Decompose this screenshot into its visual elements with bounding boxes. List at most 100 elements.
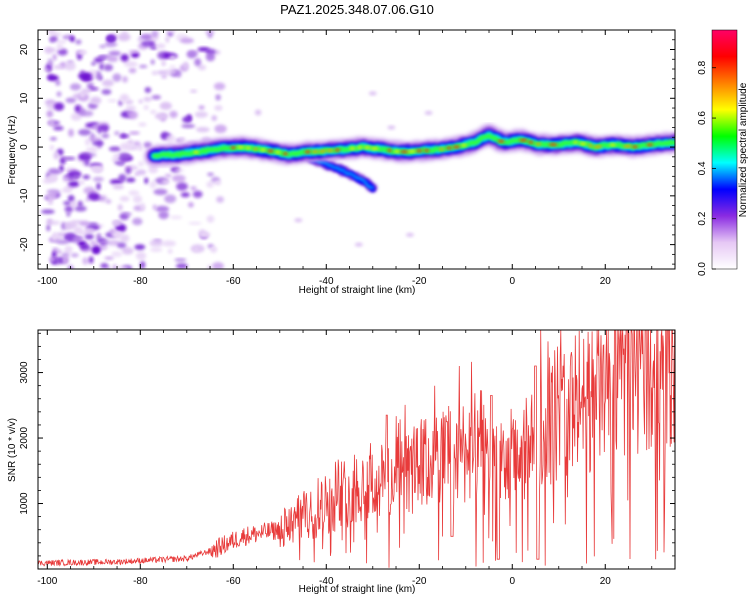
ridge-hotspot	[593, 145, 603, 149]
noise-blob	[158, 211, 169, 220]
noise-blob	[180, 37, 194, 44]
snr-frame	[37, 329, 676, 570]
noise-blob	[113, 153, 120, 158]
spectrogram-ylabel: Frequency (Hz)	[7, 116, 18, 185]
noise-blob	[115, 266, 129, 269]
noise-blob	[140, 202, 146, 211]
noise-blob	[114, 131, 120, 136]
ridge-hotspot	[424, 149, 430, 152]
noise-blob	[198, 105, 205, 110]
ridge-hotspot	[399, 150, 409, 154]
noise-blob	[171, 174, 186, 182]
noise-blob	[173, 168, 185, 173]
noise-blob	[104, 256, 114, 260]
noise-blob	[193, 247, 199, 253]
noise-blob	[112, 73, 122, 82]
colorbar-label: Normalized spectral amplitude	[738, 82, 749, 217]
noise-blob	[90, 165, 104, 173]
ridge-hotspot	[260, 148, 267, 152]
ridge-hotspot	[230, 146, 236, 149]
noise-blob	[161, 74, 167, 79]
noise-blob	[164, 194, 177, 204]
ridge-hotspot	[311, 150, 319, 153]
noise-blob	[216, 196, 225, 203]
noise-blob	[155, 205, 170, 213]
noise-blob	[92, 140, 104, 146]
noise-blob	[62, 156, 76, 161]
noise-blob	[151, 30, 159, 38]
noise-blob	[207, 172, 214, 177]
noise-blob	[91, 61, 96, 66]
snr-background	[38, 330, 675, 569]
noise-blob	[214, 105, 223, 111]
noise-blob	[48, 191, 58, 199]
x-tick-label: -20	[412, 576, 427, 587]
noise-blob	[138, 161, 144, 167]
x-tick-label: 0	[509, 276, 515, 287]
x-tick-label: -40	[319, 276, 334, 287]
ridge-hotspot	[623, 145, 632, 148]
x-tick-label: -20	[412, 276, 427, 287]
colorbar-tick-label: 0.8	[697, 60, 708, 74]
y-tick-label: -10	[19, 188, 30, 203]
noise-blob	[41, 209, 55, 214]
noise-blob	[82, 174, 91, 180]
noise-blob	[64, 221, 78, 230]
noise-blob	[138, 99, 143, 104]
ridge-hotspot	[387, 149, 392, 152]
ridge-hotspot	[632, 145, 638, 149]
noise-blob	[121, 247, 134, 255]
noise-blob	[107, 99, 118, 103]
noise-blob	[157, 51, 170, 60]
ridge-hotspot	[252, 147, 259, 151]
noise-blob	[424, 110, 433, 115]
spectrogram-frame	[37, 29, 676, 270]
noise-blob	[141, 40, 154, 47]
noise-blob	[111, 251, 123, 258]
noise-blob	[74, 104, 81, 113]
noise-blob	[106, 34, 116, 43]
noise-blob	[88, 136, 101, 142]
noise-blob	[215, 94, 221, 101]
colorbar-tick-label: 0.2	[697, 211, 708, 225]
noise-blob	[144, 177, 149, 184]
ridge-hotspot	[334, 148, 341, 152]
noise-blob	[56, 43, 63, 50]
noise-blob	[169, 65, 176, 69]
ridge-hotspot	[283, 152, 288, 155]
snr-series-line	[38, 330, 675, 568]
noise-blob	[143, 141, 152, 149]
noise-blob	[104, 41, 118, 48]
noise-blob	[46, 224, 51, 232]
figure-title: PAZ1.2025.348.07.06.G10	[280, 2, 434, 17]
ridge-hotspot	[548, 143, 558, 146]
noise-blob	[354, 242, 363, 247]
x-tick-label: -60	[226, 576, 241, 587]
snr-y-axis: 1000 2000 3000	[19, 332, 675, 570]
noise-blob	[150, 247, 163, 252]
ridge-hotspot	[646, 143, 654, 147]
noise-blob	[153, 188, 168, 196]
noise-blob	[138, 122, 147, 127]
noise-blob	[82, 110, 94, 117]
noise-blob	[176, 70, 182, 78]
noise-blob	[144, 87, 152, 93]
noise-blob	[118, 173, 127, 183]
noise-blob	[62, 255, 69, 265]
noise-blob	[192, 190, 203, 198]
noise-blob	[100, 239, 110, 246]
noise-blob	[74, 205, 87, 212]
noise-blob	[105, 199, 112, 204]
noise-blob	[108, 239, 120, 246]
noise-blob	[102, 79, 114, 87]
colorbar-tick-label: 0.6	[697, 111, 708, 125]
noise-blob	[100, 263, 109, 269]
noise-blob	[101, 89, 112, 95]
noise-blob	[101, 133, 110, 139]
noise-blob	[64, 245, 73, 254]
noise-blob	[52, 234, 64, 240]
noise-blob	[64, 205, 74, 213]
noise-blob	[179, 137, 186, 142]
noise-blob	[61, 222, 66, 230]
